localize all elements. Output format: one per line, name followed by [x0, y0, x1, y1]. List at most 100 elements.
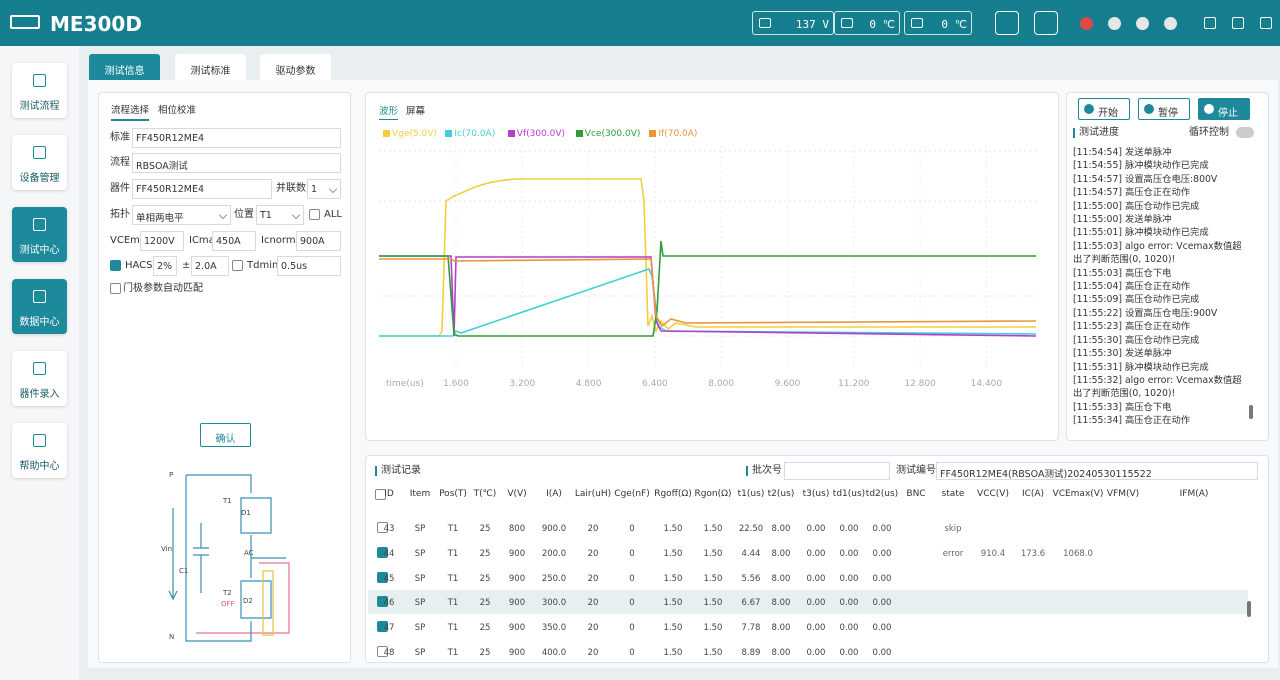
- loop-toggle[interactable]: [1236, 127, 1254, 138]
- log-line: [11:54:54] 发送单脉冲: [1073, 146, 1248, 159]
- legend-swatch: [383, 130, 390, 137]
- window-control[interactable]: [1232, 17, 1244, 29]
- control-panel: 开始 暂停 停止测试进度 循环控制 [11:54:54] 发送单脉冲[11:54:55]…: [1066, 92, 1269, 441]
- log-line: [11:54:57] 设置高压仓电压:800V: [1073, 173, 1248, 186]
- field-label: 流程: [110, 158, 130, 168]
- log-line: [11:54:57] 高压仓正在动作: [1073, 186, 1248, 199]
- x-tick-label: 8.000: [701, 379, 741, 389]
- serial-input[interactable]: FF450R12ME4(RBSOA测试)20240530115522: [936, 462, 1258, 480]
- dropdown-arrow: [292, 211, 300, 219]
- input-box[interactable]: 450A: [212, 231, 256, 251]
- log-line: [11:55:31] 脉冲模块动作已完成: [1073, 361, 1248, 374]
- scrollbar: [1249, 405, 1253, 419]
- confirm-button[interactable]: 确认: [200, 423, 251, 447]
- table-cell: 0.00: [857, 524, 907, 534]
- nav-icon: [33, 146, 46, 159]
- batch-input[interactable]: [784, 462, 890, 480]
- tool-button[interactable]: [995, 11, 1019, 35]
- table-cell: 1068.0: [1053, 549, 1103, 559]
- window-control[interactable]: [1260, 17, 1272, 29]
- section-marker: [375, 466, 377, 476]
- legend-swatch: [649, 130, 656, 137]
- circuit-label: D2: [243, 597, 253, 605]
- subtab[interactable]: 相位校准: [158, 102, 196, 116]
- checkbox[interactable]: [309, 209, 320, 220]
- field-label: 拓扑: [110, 210, 130, 220]
- input-box[interactable]: RBSOA测试: [132, 153, 341, 173]
- table-title: 测试记录: [381, 466, 421, 476]
- input-box[interactable]: 900A: [296, 231, 341, 251]
- select-box[interactable]: 单相两电平: [132, 205, 231, 225]
- app-title: ME300D: [50, 12, 142, 36]
- field-label: HACS: [125, 261, 153, 271]
- loop-label: 循环控制: [1189, 128, 1229, 138]
- nav-item[interactable]: 测试流程: [12, 63, 67, 118]
- table-cell: 0.00: [857, 598, 907, 608]
- logo: [10, 15, 40, 29]
- waveform-plot: [376, 141, 1041, 391]
- checkbox[interactable]: [110, 260, 121, 271]
- indicator-light: [1108, 17, 1121, 30]
- input-box[interactable]: FF450R12ME4: [132, 128, 341, 148]
- x-tick-label: 14.400: [966, 379, 1006, 389]
- checkbox[interactable]: [232, 260, 243, 271]
- x-tick-label: 4.800: [569, 379, 609, 389]
- log-line: [11:55:00] 发送单脉冲: [1073, 213, 1248, 226]
- nav-icon: [33, 74, 46, 87]
- waveform-tab[interactable]: 屏幕: [406, 103, 425, 117]
- dropdown-arrow: [329, 185, 337, 193]
- nav-item[interactable]: 测试中心: [12, 207, 67, 262]
- button-icon: [1144, 104, 1154, 114]
- tool-button[interactable]: [1034, 11, 1058, 35]
- nav-item[interactable]: 器件录入: [12, 351, 67, 406]
- nav-icon: [33, 362, 46, 375]
- x-tick-label: 11.200: [834, 379, 874, 389]
- sidebar: 测试流程设备管理测试中心数据中心器件录入帮助中心: [0, 46, 79, 680]
- field-label: Tdmin: [247, 261, 278, 271]
- legend-label: If(70.0A): [658, 129, 697, 139]
- select-box[interactable]: T1: [256, 205, 304, 225]
- tab[interactable]: 测试标准: [175, 54, 246, 80]
- input-box[interactable]: 2%: [153, 256, 177, 276]
- tab[interactable]: 测试信息: [89, 54, 160, 80]
- indicator-light: [1136, 17, 1149, 30]
- circuit-label: P: [169, 471, 173, 479]
- log-line: [11:55:01] 脉冲模块动作已完成: [1073, 226, 1248, 239]
- table-cell: skip: [928, 524, 978, 534]
- setup-panel: 流程选择相位校准标准FF450R12ME4流程RBSOA测试器件FF450R12…: [98, 92, 351, 663]
- select-box[interactable]: 1: [307, 179, 341, 199]
- status-box: 0 ℃: [834, 11, 900, 35]
- nav-item[interactable]: 设备管理: [12, 135, 67, 190]
- table-cell: 0.00: [857, 648, 907, 658]
- field-label: Icnorm: [261, 236, 296, 246]
- input-box[interactable]: 2.0A: [191, 256, 229, 276]
- button-label: 开始: [1098, 104, 1118, 119]
- table-cell: 173.6: [1008, 549, 1058, 559]
- control-button[interactable]: 开始: [1078, 98, 1130, 120]
- table-cell: 0.00: [857, 549, 907, 559]
- input-box[interactable]: FF450R12ME4: [132, 179, 272, 199]
- field-label: 位置: [234, 210, 254, 220]
- subtab[interactable]: 流程选择: [111, 102, 149, 121]
- table-cell: 0.00: [857, 623, 907, 633]
- indicator-light: [1080, 17, 1093, 30]
- checkbox[interactable]: [110, 283, 121, 294]
- log-box: [11:54:54] 发送单脉冲[11:54:55] 脉冲模块动作已完成[11:…: [1073, 146, 1248, 430]
- nav-item[interactable]: 数据中心: [12, 279, 67, 334]
- button-label: 停止: [1218, 104, 1238, 119]
- waveform-tab[interactable]: 波形: [379, 103, 398, 120]
- progress-label: 测试进度: [1079, 128, 1119, 138]
- input-box[interactable]: 1200V: [140, 231, 184, 251]
- input-box[interactable]: 0.5us: [277, 256, 341, 276]
- log-line: [11:55:04] 高压仓正在动作: [1073, 280, 1248, 293]
- waveform-panel: 波形屏幕Vge(5.0V)Ic(70.0A)Vf(300.0V)Vce(300.…: [365, 92, 1059, 441]
- tab[interactable]: 驱动参数: [260, 54, 331, 80]
- window-control[interactable]: [1204, 17, 1216, 29]
- control-button[interactable]: 停止: [1198, 98, 1250, 120]
- nav-label: 器件录入: [12, 385, 67, 400]
- nav-item[interactable]: 帮助中心: [12, 423, 67, 478]
- status-box: 137 V: [752, 11, 834, 35]
- log-line: [11:54:55] 脉冲模块动作已完成: [1073, 159, 1248, 172]
- control-button[interactable]: 暂停: [1138, 98, 1190, 120]
